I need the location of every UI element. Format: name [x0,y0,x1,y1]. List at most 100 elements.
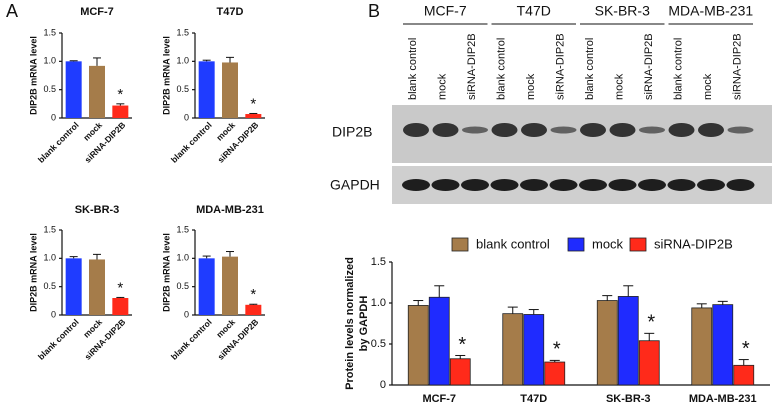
lane-label: siRNA-DIP2B [466,33,478,100]
x-tick-label: MDA-MB-231 [689,393,757,405]
legend-swatch [567,237,585,252]
x-tick-label: blank control [169,120,214,165]
lane-label: mock [702,73,714,100]
band [490,179,519,191]
band [520,179,548,191]
y-tick-label: 0 [380,379,386,391]
y-axis-label: DIP2B mRNA level [161,233,171,312]
band [579,179,607,191]
lane-label: blank control [672,38,684,100]
bar [245,304,262,315]
y-tick-label: 0 [51,309,56,319]
blot-group-label: MDA-MB-231 [668,3,753,19]
blot-group-label: MCF-7 [424,3,467,19]
x-tick-label: T47D [520,393,547,405]
band [461,179,489,191]
lane-label: blank control [495,38,507,100]
significance: * [117,86,123,103]
band [432,123,459,137]
legend-label: siRNA-DIP2B [654,236,733,251]
significance: * [553,339,561,361]
lane-label: blank control [584,38,596,100]
y-tick-label: 1.5 [176,27,189,37]
band [668,123,695,137]
bar [617,296,639,386]
bar [65,258,82,315]
significance: * [458,334,466,356]
chart-title: SK-BR-3 [75,204,120,216]
y-tick-label: 1.5 [43,224,56,234]
lane-label: siRNA-DIP2B [554,33,566,100]
band [638,179,666,191]
y-axis-label: DIP2B mRNA level [28,36,38,115]
y-tick-label: 1.0 [371,297,386,309]
band [462,126,488,134]
bar [691,307,713,386]
legend-swatch [451,237,469,252]
band [521,123,547,137]
y-tick-label: 1.0 [176,56,189,66]
band [402,179,430,191]
bar [222,256,238,315]
chart-title: MCF-7 [80,6,114,18]
band [549,179,578,191]
band [667,179,696,191]
y-tick-label: 0.5 [43,281,56,291]
y-tick-label: 1.5 [176,224,189,234]
blot-group-label: T47D [517,3,551,19]
blot-row-label: GAPDH [330,177,380,193]
lane-label: mock [613,73,625,100]
band [698,123,724,137]
chart-title: T47D [217,6,244,18]
blot-row-label: DIP2B [332,124,372,140]
band [727,126,754,134]
band [608,179,637,191]
bar [712,304,734,386]
y-axis-label: by GAPDH [358,296,370,352]
band [697,179,725,191]
band [431,179,460,191]
significance: * [647,312,655,334]
band [726,179,755,191]
x-tick-label: MCF-7 [422,393,456,405]
lane-label: mock [525,73,537,100]
panel-label: B [368,1,380,21]
bar [245,114,262,118]
bar [733,364,755,386]
y-axis-label: Protein levels normalized [344,257,356,390]
y-tick-label: 0.5 [176,84,189,94]
bar [638,340,660,386]
y-tick-label: 1.5 [43,27,56,37]
bar [544,361,566,386]
x-tick-label: blank control [169,317,214,362]
band [580,123,606,137]
bar [65,61,82,118]
y-tick-label: 0 [184,309,189,319]
legend-swatch [629,237,647,252]
y-tick-label: 0.5 [176,281,189,291]
chart-title: MDA-MB-231 [196,204,264,216]
bar [523,314,545,386]
y-tick-label: 0 [184,112,189,122]
bar [449,358,471,386]
panel-label: A [6,1,18,21]
bar [502,313,524,386]
y-axis-label: DIP2B mRNA level [28,233,38,312]
band [491,123,518,137]
bar [596,300,618,386]
legend-label: blank control [476,236,550,251]
bar [428,296,450,386]
band [609,123,636,137]
bar [198,258,215,315]
y-axis-label: DIP2B mRNA level [161,36,171,115]
y-tick-label: 1.0 [43,253,56,263]
bar [407,305,429,386]
y-tick-label: 1.0 [43,56,56,66]
bar [89,259,105,315]
significance: * [742,338,750,360]
legend-label: mock [592,236,624,251]
significance: * [250,95,256,112]
y-tick-label: 0.5 [371,338,386,350]
x-tick-label: blank control [36,317,81,362]
bar [222,62,238,118]
